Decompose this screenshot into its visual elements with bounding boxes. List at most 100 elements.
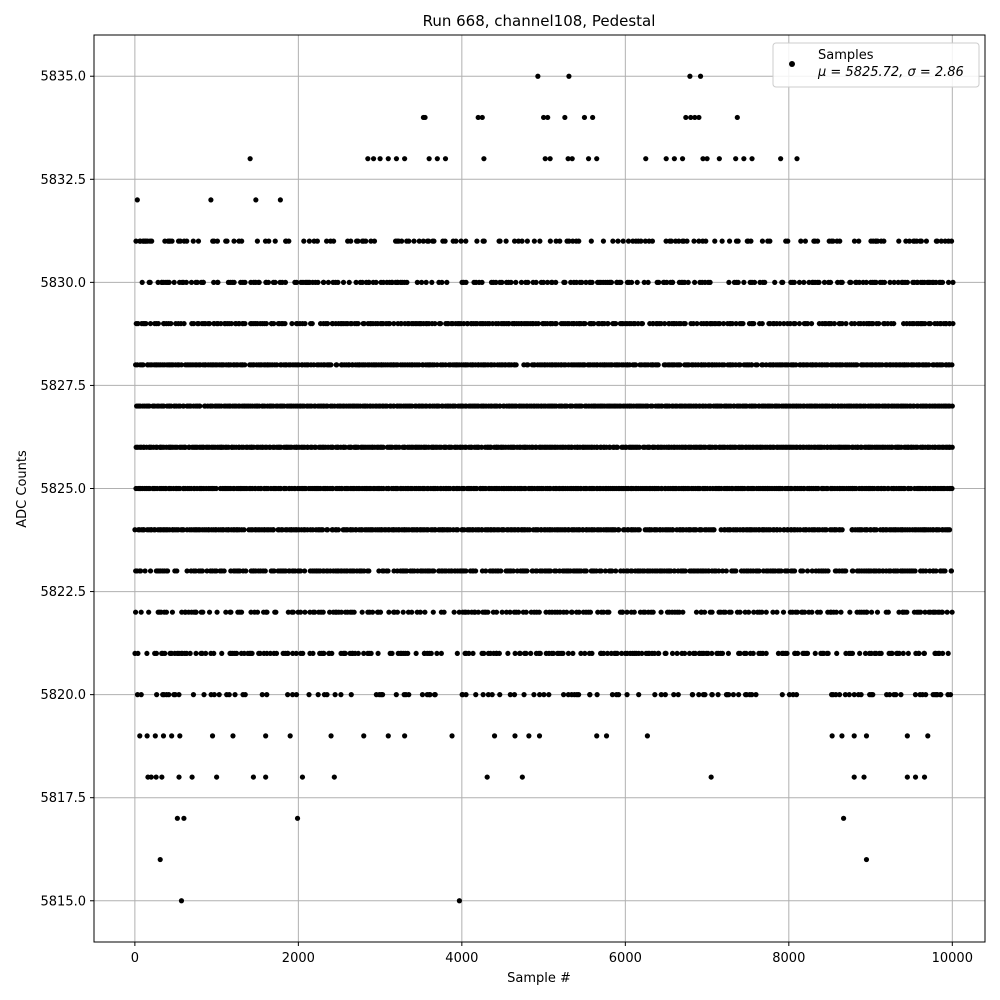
- data-point: [603, 733, 610, 739]
- data-point: [176, 692, 182, 698]
- data-point: [725, 650, 732, 657]
- data-point: [302, 609, 308, 615]
- data-point: [669, 650, 676, 657]
- data-point: [870, 692, 876, 698]
- legend: Samples μ = 5825.72, σ = 2.86: [772, 42, 980, 88]
- data-point: [652, 692, 658, 698]
- data-point: [817, 609, 823, 615]
- data-point: [852, 320, 858, 327]
- data-point: [353, 279, 359, 285]
- data-point: [427, 692, 433, 698]
- data-point: [320, 609, 326, 615]
- data-point: [188, 279, 195, 285]
- data-point: [843, 568, 849, 574]
- data-point: [881, 238, 887, 244]
- data-point: [639, 650, 645, 657]
- data-point: [387, 320, 393, 327]
- data-point: [485, 692, 491, 698]
- data-point: [578, 403, 585, 409]
- data-point: [215, 279, 221, 285]
- data-point: [560, 650, 566, 657]
- x-tick-label: 8000: [772, 951, 805, 966]
- data-point: [735, 279, 741, 285]
- data-point: [825, 650, 831, 657]
- data-point: [219, 650, 225, 657]
- data-point: [342, 650, 348, 657]
- data-point: [904, 774, 910, 780]
- data-point: [581, 114, 588, 121]
- data-point: [228, 609, 234, 615]
- data-point: [712, 238, 718, 244]
- data-point: [594, 733, 600, 739]
- data-point: [834, 650, 840, 657]
- data-point: [927, 320, 933, 327]
- data-point: [566, 73, 572, 79]
- data-point: [809, 609, 815, 615]
- data-point: [526, 527, 533, 533]
- data-point: [926, 362, 932, 368]
- data-point: [906, 238, 913, 244]
- data-point: [146, 609, 152, 615]
- data-point: [209, 733, 216, 739]
- data-point: [368, 650, 374, 657]
- data-point: [328, 733, 334, 739]
- data-point: [287, 733, 293, 739]
- data-point: [203, 650, 209, 657]
- data-point: [851, 733, 857, 739]
- data-point: [862, 650, 869, 657]
- data-point: [521, 692, 527, 698]
- data-point: [848, 279, 854, 285]
- data-point: [193, 650, 199, 657]
- data-point: [944, 609, 950, 615]
- data-point: [949, 485, 955, 492]
- data-point: [751, 320, 757, 327]
- data-point: [896, 650, 902, 657]
- data-point: [153, 774, 159, 780]
- data-point: [565, 650, 572, 657]
- data-point: [843, 320, 849, 327]
- data-point: [613, 320, 619, 327]
- data-point: [361, 733, 367, 739]
- data-point: [135, 320, 141, 327]
- data-point: [791, 279, 797, 285]
- data-point: [377, 609, 384, 615]
- data-point: [484, 774, 490, 780]
- data-point: [214, 609, 220, 615]
- data-point: [169, 733, 175, 739]
- data-point: [503, 238, 509, 244]
- data-point: [589, 279, 595, 285]
- data-point: [138, 609, 144, 615]
- data-point: [812, 650, 818, 657]
- data-point: [837, 238, 843, 244]
- data-point: [737, 362, 743, 368]
- data-point: [379, 692, 386, 698]
- data-point: [737, 609, 743, 615]
- data-point: [536, 609, 542, 615]
- data-point: [702, 692, 708, 698]
- data-point: [391, 320, 397, 327]
- data-point: [618, 650, 625, 657]
- data-point: [359, 609, 365, 615]
- data-point: [801, 279, 807, 285]
- data-point: [576, 692, 582, 698]
- data-point: [749, 692, 755, 698]
- data-point: [723, 568, 729, 574]
- data-point: [779, 692, 785, 698]
- data-point: [270, 527, 277, 533]
- data-point: [791, 568, 798, 574]
- data-point: [633, 362, 639, 368]
- data-point: [748, 238, 754, 244]
- data-point: [921, 650, 928, 657]
- data-point: [537, 238, 543, 244]
- data-point: [169, 609, 176, 615]
- data-point: [181, 815, 187, 821]
- data-point: [898, 692, 904, 698]
- data-point: [140, 362, 146, 368]
- data-point: [263, 733, 269, 739]
- data-point: [676, 238, 682, 244]
- data-point: [190, 692, 197, 698]
- y-tick-label: 5815.0: [41, 894, 87, 909]
- data-point: [259, 692, 265, 698]
- legend-label: Samples: [818, 48, 874, 63]
- y-tick-label: 5830.0: [41, 276, 87, 291]
